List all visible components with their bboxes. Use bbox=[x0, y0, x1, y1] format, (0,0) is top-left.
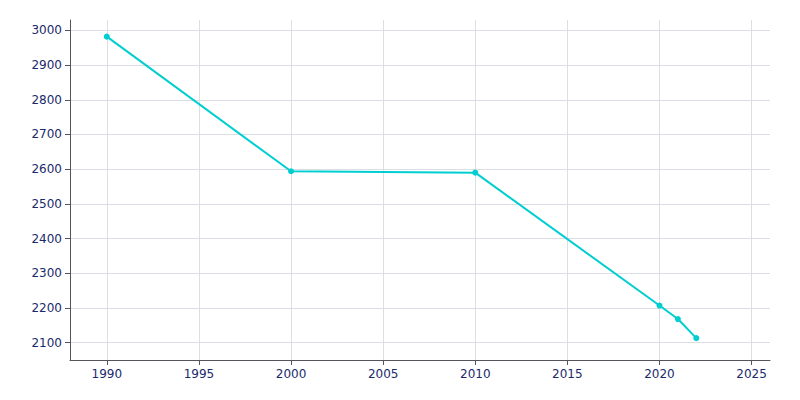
svg-text:2020: 2020 bbox=[644, 367, 675, 381]
svg-text:2010: 2010 bbox=[460, 367, 491, 381]
svg-text:2400: 2400 bbox=[31, 232, 62, 246]
svg-text:2700: 2700 bbox=[31, 127, 62, 141]
svg-text:2100: 2100 bbox=[31, 336, 62, 350]
svg-text:2300: 2300 bbox=[31, 266, 62, 280]
svg-text:2025: 2025 bbox=[736, 367, 767, 381]
svg-text:2200: 2200 bbox=[31, 301, 62, 315]
svg-text:2600: 2600 bbox=[31, 162, 62, 176]
svg-text:2000: 2000 bbox=[276, 367, 307, 381]
svg-text:2005: 2005 bbox=[368, 367, 399, 381]
svg-text:1990: 1990 bbox=[92, 367, 123, 381]
svg-text:2015: 2015 bbox=[552, 367, 583, 381]
svg-text:2500: 2500 bbox=[31, 197, 62, 211]
svg-text:2800: 2800 bbox=[31, 93, 62, 107]
svg-text:2900: 2900 bbox=[31, 58, 62, 72]
svg-text:3000: 3000 bbox=[31, 23, 62, 37]
svg-text:1995: 1995 bbox=[184, 367, 215, 381]
